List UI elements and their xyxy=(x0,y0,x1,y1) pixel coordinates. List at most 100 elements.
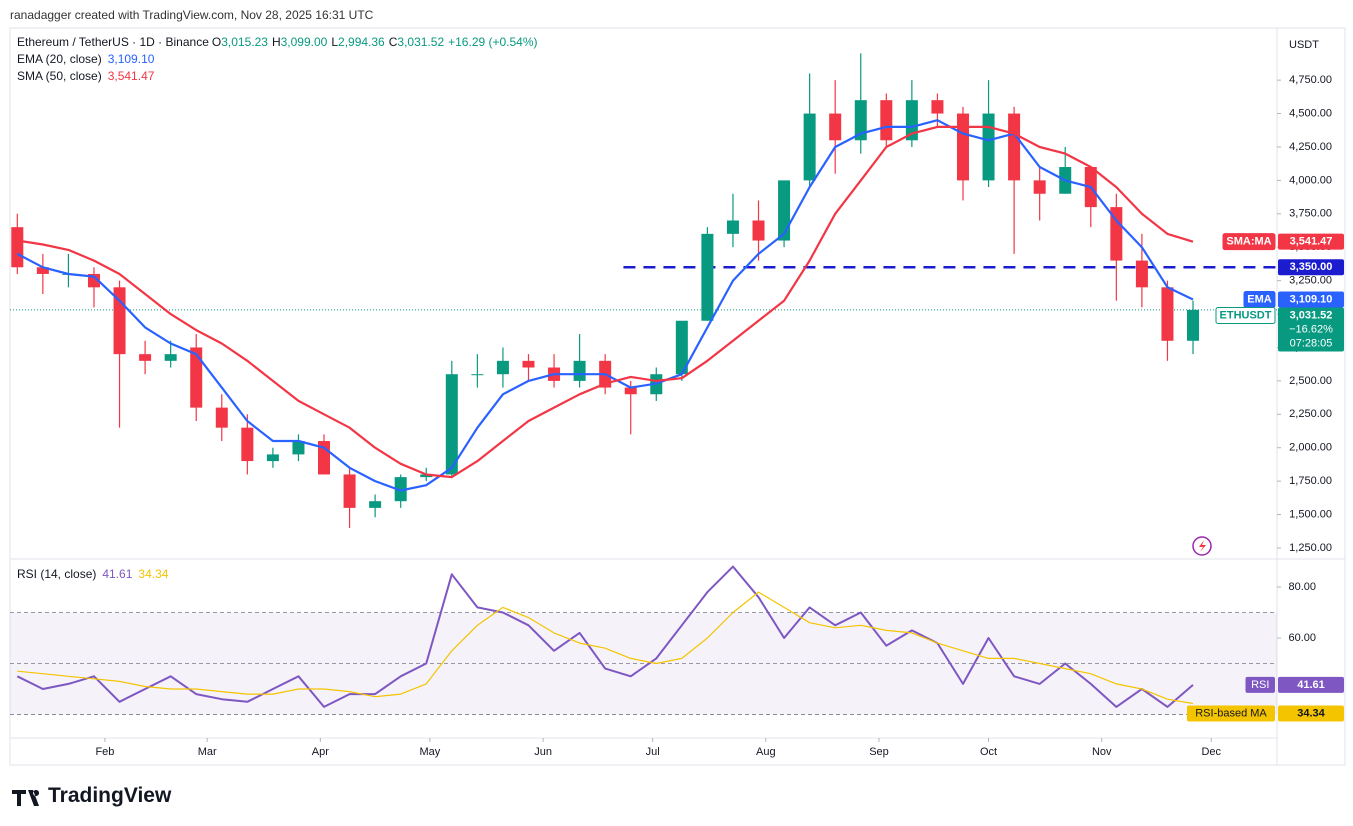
legend-value: 34.34 xyxy=(138,567,169,581)
rsi-title: RSI (14, close) xyxy=(17,567,97,581)
candle-body xyxy=(420,474,433,478)
x-tick-label: Apr xyxy=(312,746,329,758)
rsi-line xyxy=(17,591,1194,705)
candle-body xyxy=(829,113,842,141)
rsi-name-box xyxy=(1187,705,1275,722)
y-tick-label: 4,250.00 xyxy=(1289,141,1332,153)
candle-body xyxy=(471,374,484,376)
price-label: 3,350.00 xyxy=(1290,261,1333,273)
ohlc-value: 3,015.23 xyxy=(221,35,268,49)
candle-body xyxy=(854,100,867,141)
candle-body xyxy=(1110,207,1123,261)
candle-body xyxy=(624,387,637,395)
candle-body xyxy=(369,501,382,508)
ma-line xyxy=(16,119,1194,492)
price-label: 3,109.10 xyxy=(1290,293,1333,305)
brand-logo xyxy=(12,790,40,806)
ohlc-key: H xyxy=(271,35,281,49)
ohlc-key: O xyxy=(211,35,222,49)
rsi-label: 41.61 xyxy=(1297,679,1325,691)
candle-body xyxy=(496,360,509,375)
ma-line xyxy=(17,125,1194,479)
x-tick-label: Jul xyxy=(646,746,660,758)
price-label-box xyxy=(1278,291,1344,308)
candle-body xyxy=(752,220,765,241)
candle-body xyxy=(880,100,893,141)
price-label-name-box xyxy=(1215,306,1276,324)
y-tick-label: 2,000.00 xyxy=(1289,442,1332,454)
candle-body xyxy=(573,360,586,381)
candle-body xyxy=(1033,180,1046,194)
ohlc-value: 2,994.36 xyxy=(338,35,385,49)
x-tick-label: Nov xyxy=(1092,746,1112,758)
candle-body xyxy=(266,454,279,462)
candle-body xyxy=(726,220,739,234)
rsi-label-box xyxy=(1278,705,1344,722)
header-text: ranadagger created with TradingView.com,… xyxy=(10,8,374,22)
y-tick-label: 3,750.00 xyxy=(1289,208,1332,220)
y-tick-label: 1,250.00 xyxy=(1289,542,1332,554)
candle-body xyxy=(701,233,714,321)
x-tick-label: Feb xyxy=(95,746,114,758)
candle-body xyxy=(139,354,152,361)
x-tick-label: Sep xyxy=(869,746,889,758)
candle-body xyxy=(778,180,791,241)
y-tick-label: 80.00 xyxy=(1288,581,1316,593)
rsi-label: 34.34 xyxy=(1297,707,1325,719)
candle-body xyxy=(292,441,305,455)
x-tick-label: Mar xyxy=(198,746,217,758)
y-tick-label: 2,500.00 xyxy=(1289,375,1332,387)
rsi-line xyxy=(16,565,1194,708)
candle-body xyxy=(1008,113,1021,181)
candle-body xyxy=(394,477,407,502)
candle-body xyxy=(905,100,918,141)
price-unit: USDT xyxy=(1289,39,1319,51)
y-tick-label: 4,500.00 xyxy=(1289,107,1332,119)
legend-name: EMA (20, close) xyxy=(17,52,102,66)
legend-value: 3,541.47 xyxy=(107,69,155,83)
price-label-name: SMA:MA xyxy=(1226,236,1271,248)
rsi-name: RSI xyxy=(1251,679,1269,691)
legend-name: SMA (50, close) xyxy=(17,69,102,83)
ohlc-value: 3,099.00 xyxy=(280,35,328,49)
candle-body xyxy=(11,227,24,268)
candle-body xyxy=(164,354,177,361)
price-label-name-box xyxy=(1222,233,1276,251)
candle-body xyxy=(190,347,203,408)
candle-body xyxy=(982,113,995,181)
price-label-name: EMA xyxy=(1247,293,1272,305)
candle-body xyxy=(931,100,944,114)
candle-body xyxy=(215,407,228,428)
ohlc-value: 3,031.52 xyxy=(397,35,445,49)
candle-body xyxy=(36,267,49,274)
price-label-extra: 07:28:05 xyxy=(1290,337,1333,349)
brand: TradingView xyxy=(48,784,172,807)
candle-body xyxy=(1161,287,1174,341)
rsi-name: RSI-based MA xyxy=(1195,707,1267,719)
ohlc-key: C xyxy=(388,35,398,49)
price-label-box xyxy=(1278,233,1344,250)
x-tick-label: Dec xyxy=(1201,746,1221,758)
lightning-icon xyxy=(1192,536,1212,556)
price-label-box xyxy=(1278,259,1344,276)
candle-body xyxy=(1187,309,1200,341)
candle-body xyxy=(522,360,535,368)
x-tick-label: Aug xyxy=(756,746,776,758)
x-tick-label: Oct xyxy=(980,746,997,758)
y-tick-label: 1,750.00 xyxy=(1289,475,1332,487)
candle-body xyxy=(241,427,254,462)
rsi-legend: RSI (14, close) 41.61 34.34 xyxy=(17,567,168,581)
price-label-box xyxy=(1278,307,1344,352)
x-tick-label: May xyxy=(420,746,441,758)
price-label: 3,541.47 xyxy=(1290,236,1333,248)
price-label-name: ETHUSDT xyxy=(1220,309,1272,321)
y-tick-label: 2,250.00 xyxy=(1289,408,1332,420)
rsi-label-box xyxy=(1278,676,1344,693)
candle-body xyxy=(675,320,688,375)
frame xyxy=(9,27,1346,766)
y-tick-label: 1,500.00 xyxy=(1289,508,1332,520)
price-label: 3,031.52 xyxy=(1290,309,1333,321)
ohlc-key: L xyxy=(331,35,339,49)
